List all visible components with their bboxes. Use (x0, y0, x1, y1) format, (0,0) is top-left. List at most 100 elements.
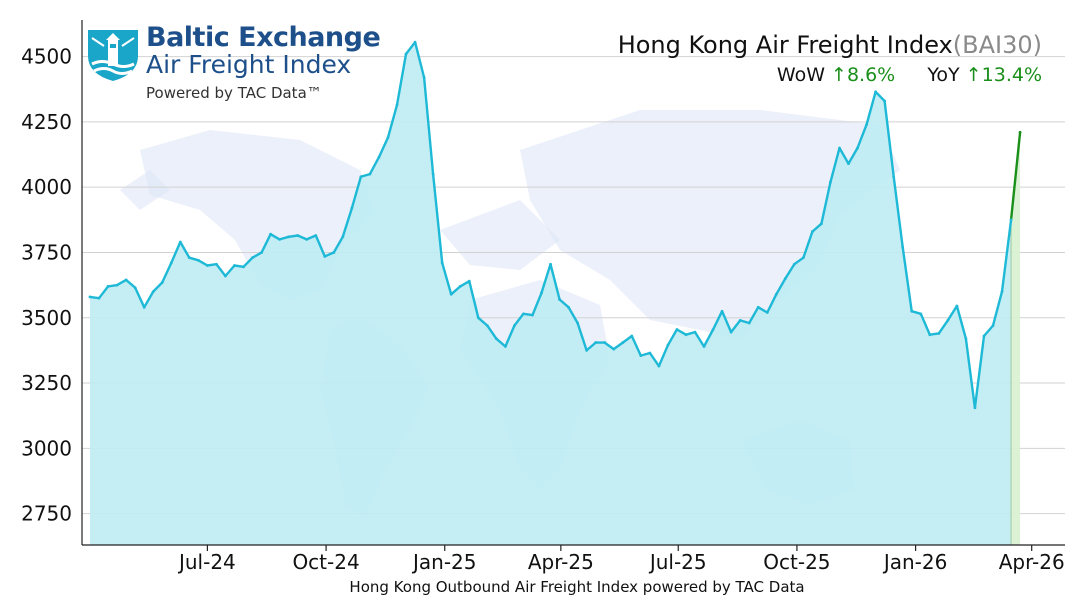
data-point (847, 162, 850, 166)
data-point (332, 251, 336, 254)
data-point (215, 262, 218, 266)
data-point (350, 206, 354, 210)
data-point (838, 146, 841, 150)
yoy-value: ↑13.4% (965, 64, 1042, 86)
wow-value: ↑8.6% (831, 64, 896, 86)
data-point (811, 230, 814, 233)
data-point (765, 311, 769, 314)
data-point (458, 285, 462, 288)
data-point (540, 291, 543, 295)
data-point (558, 298, 561, 301)
data-point (738, 318, 742, 322)
data-point (982, 334, 986, 338)
data-point (368, 172, 372, 176)
data-point (693, 330, 697, 334)
chart-title: Hong Kong Air Freight Index(BAI30) (618, 30, 1042, 60)
chart-header: Hong Kong Air Freight Index(BAI30) WoW ↑… (618, 30, 1042, 88)
y-tick-label: 4500 (21, 45, 72, 69)
data-point (323, 254, 327, 258)
data-point (440, 261, 444, 265)
index-code: (BAI30) (952, 31, 1042, 59)
data-point (774, 292, 778, 296)
x-tick-label: Jul-24 (177, 550, 236, 574)
x-tick-label: Apr-26 (999, 550, 1065, 574)
data-point (106, 285, 110, 288)
data-point (684, 333, 688, 337)
data-point (910, 309, 914, 313)
data-point (296, 234, 300, 237)
map-landmass-6 (120, 170, 170, 210)
data-point (242, 265, 245, 269)
y-tick-label: 3250 (21, 371, 72, 395)
data-point (603, 341, 607, 344)
series-area (90, 42, 1012, 545)
data-point (856, 146, 859, 150)
data-point (756, 305, 760, 309)
x-tick-label: Oct-25 (763, 550, 830, 574)
x-tick-label: Jan-25 (411, 550, 477, 574)
data-point (287, 235, 291, 239)
data-point (937, 332, 941, 335)
lighthouse-icon (88, 30, 138, 81)
data-point (224, 274, 227, 278)
data-point (494, 337, 498, 341)
data-point (576, 321, 580, 325)
chart-title-text: Hong Kong Air Freight Index (617, 31, 953, 59)
data-point (612, 347, 616, 351)
data-point (269, 232, 272, 236)
data-point (278, 238, 282, 241)
logo-brand-text: Baltic Exchange (146, 22, 381, 53)
y-tick-label: 3000 (21, 436, 72, 460)
data-point (485, 324, 489, 327)
data-point (783, 277, 787, 280)
x-tick-label: Apr-25 (528, 550, 594, 574)
data-point (567, 305, 570, 309)
data-point (196, 258, 200, 262)
data-point (964, 337, 968, 341)
y-tick-label: 2750 (21, 502, 72, 526)
data-point (404, 52, 408, 56)
data-point (973, 406, 977, 410)
data-point (305, 238, 309, 241)
data-point (377, 155, 381, 159)
data-point (666, 343, 670, 347)
data-point (178, 240, 182, 244)
data-point (919, 312, 923, 316)
y-tick-label: 4250 (21, 110, 72, 134)
data-point (314, 234, 318, 237)
data-point (702, 345, 706, 348)
data-point (395, 103, 399, 107)
data-point (187, 256, 191, 260)
y-tick-label: 3500 (21, 306, 72, 330)
data-point (729, 330, 733, 334)
data-point (820, 222, 823, 226)
data-point (621, 341, 625, 344)
data-point (467, 279, 471, 283)
map-landmass-4 (520, 110, 900, 340)
data-point (1000, 290, 1004, 294)
data-point (522, 312, 525, 316)
data-point (531, 313, 534, 317)
data-point (260, 251, 263, 254)
data-point (639, 354, 643, 358)
data-point (711, 328, 715, 331)
data-point (205, 264, 209, 267)
latest-week-area (1011, 132, 1021, 546)
data-point (585, 349, 589, 352)
data-point (233, 264, 236, 267)
data-point (955, 304, 959, 308)
data-point (422, 76, 426, 79)
change-stats: WoW ↑8.6% YoY ↑13.4% (618, 62, 1042, 88)
data-point (151, 290, 155, 294)
data-point (513, 324, 516, 327)
logo-product-text: Air Freight Index (146, 50, 352, 79)
data-point (946, 318, 950, 322)
data-point (1009, 218, 1013, 222)
data-point (865, 123, 868, 126)
data-point (630, 334, 634, 338)
data-point (88, 295, 92, 299)
wow-label: WoW (776, 64, 825, 86)
data-point (801, 256, 805, 260)
